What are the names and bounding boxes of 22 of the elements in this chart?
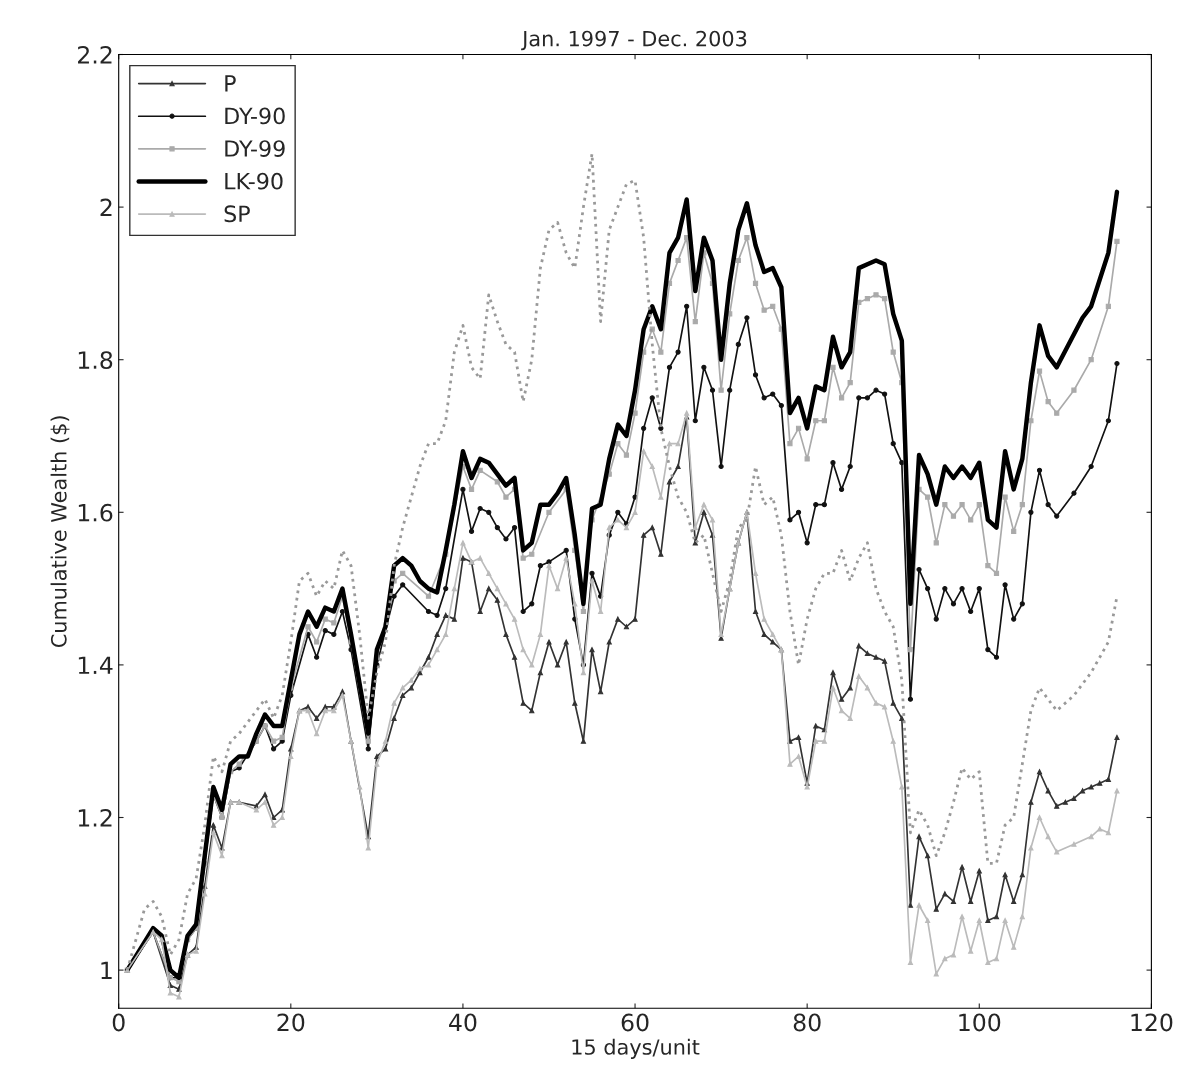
- y-tick-label: 1.4: [78, 656, 113, 674]
- legend-label: DY-99: [225, 140, 285, 157]
- x-tick-label: 60: [621, 1013, 649, 1032]
- y-tick-label: 2.2: [78, 45, 112, 64]
- y-tick-label: 1.8: [78, 351, 113, 370]
- x-axis-title: 15 days/unit: [572, 1038, 700, 1059]
- x-tick-label: 40: [449, 1013, 477, 1032]
- legend-label: SP: [224, 205, 250, 223]
- y-tick-label: 1.2: [78, 808, 112, 827]
- legend-label: LK-90: [225, 172, 283, 190]
- x-tick-label: 0: [112, 1013, 125, 1032]
- x-tick-label: 120: [1131, 1013, 1173, 1032]
- chart-title: Jan. 1997 - Dec. 2003: [521, 30, 747, 51]
- x-tick-label: 80: [793, 1013, 821, 1032]
- x-tick-label: 20: [277, 1013, 305, 1032]
- y-axis-title: Cumulative Wealth ($): [50, 416, 70, 648]
- y-tick-label: 2: [100, 198, 112, 217]
- y-tick-label: 1: [101, 961, 112, 980]
- x-tick-label: 100: [959, 1013, 1001, 1032]
- legend-label: DY-90: [225, 107, 285, 125]
- legend-label: P: [225, 75, 236, 92]
- y-tick-label: 1.6: [78, 503, 113, 522]
